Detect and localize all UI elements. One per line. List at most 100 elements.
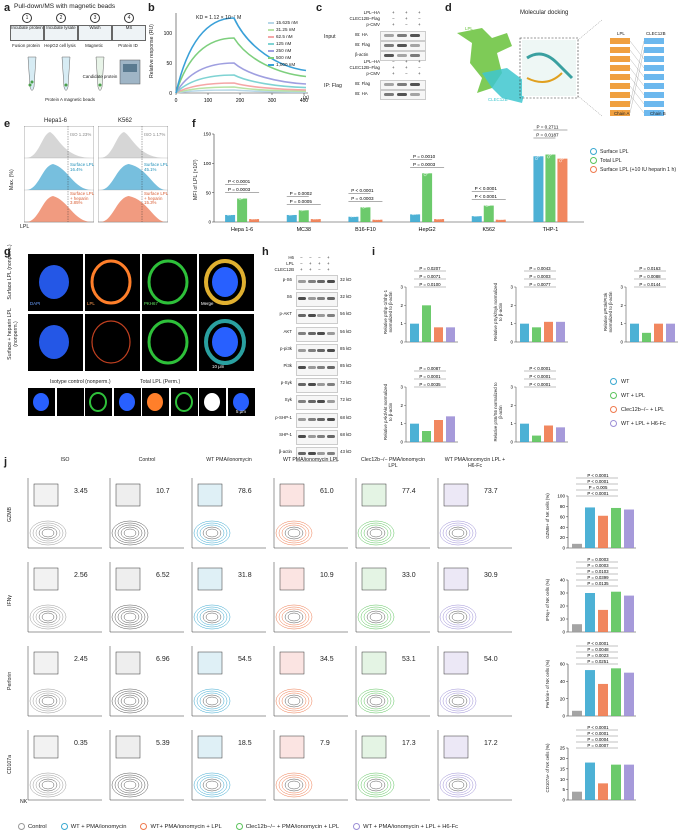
j-percent: 31.8: [238, 572, 252, 579]
h-band: [307, 452, 316, 455]
svg-text:2: 2: [511, 303, 514, 308]
h-blot-label: Pi3k: [283, 363, 292, 368]
i-bar: [630, 323, 639, 342]
i-pvalue: P = 0.0003: [529, 274, 551, 279]
cond-sign: +: [418, 71, 421, 76]
svg-text:1: 1: [511, 421, 514, 426]
contour-plot: [273, 478, 348, 549]
spr-legend: 15.625 nM 31.25 nM 62.5 nM 125 nM 250 nM 500 …: [268, 20, 298, 69]
bar-f: [310, 219, 321, 222]
h-blot-label: p-AKT: [279, 311, 292, 317]
i-legend-item: WT + LPL: [610, 392, 666, 406]
h-sign: +: [327, 255, 330, 260]
channel-label: DAPI: [30, 301, 41, 306]
cond-sign: −: [405, 22, 408, 27]
contour-plot: [273, 562, 348, 633]
pulldown-illustration: [27, 56, 141, 91]
h-band: [298, 400, 306, 404]
small-micrograph: [85, 388, 112, 416]
j-bar: [598, 609, 608, 632]
f-category-label: Hepa 1-6: [231, 227, 253, 233]
legend-marker: [610, 392, 617, 399]
bar-f: [410, 214, 421, 222]
step-number: 4: [124, 13, 134, 23]
blot-label: IB: Flag: [355, 81, 371, 86]
h-band: [326, 314, 335, 318]
legend-marker: [610, 378, 617, 385]
isotype-label: Isotype control (nonperm.): [50, 379, 111, 385]
j-bar: [572, 543, 582, 548]
lpl-structure-label: LPL: [465, 26, 473, 31]
j-percent: 54.5: [238, 656, 252, 663]
legend-label: Surface LPL (+10 IU heparin 1 h): [600, 166, 677, 173]
legend-label: WT: [621, 378, 630, 385]
micrograph: [199, 254, 254, 311]
svg-text:0: 0: [562, 714, 565, 719]
legend-label: 15.625 nM: [276, 20, 298, 25]
small-micrograph: [28, 388, 55, 416]
i-pvalue: P = 0.0001: [419, 374, 441, 379]
blot-band: [410, 43, 420, 47]
h-band: [317, 400, 325, 404]
j-bar: [585, 507, 595, 548]
h-cond-label: CLEC12B: [274, 267, 294, 272]
panel-a-title: Pull-down/MS with magnetic beads: [14, 3, 116, 10]
svg-text:1: 1: [401, 421, 404, 426]
kda-label: 72 kD: [340, 397, 352, 403]
h-blot-label: p-SHP-1: [275, 414, 292, 420]
j-bar: [624, 509, 634, 548]
total-lpl-label: Total LPL (Perm.): [140, 379, 181, 385]
h-band: [298, 331, 306, 335]
cond-sign: +: [418, 59, 421, 64]
svg-text:2: 2: [401, 403, 404, 408]
step-caption: Protein ID: [118, 43, 138, 48]
blot-band: [397, 82, 407, 86]
clec12b-structure-label: CLEC12B: [488, 97, 508, 102]
cell-line-title: Hepa1-6: [44, 118, 68, 124]
legend-label: 31.25 nM: [276, 27, 296, 32]
svg-text:3: 3: [511, 385, 514, 390]
j-bar: [572, 624, 582, 632]
cond-sign: +: [418, 10, 421, 15]
bar-f: [237, 198, 248, 222]
f-pvalue: P = 0.2711: [536, 125, 558, 130]
surface-percent: Surface LPL 16.4%: [70, 162, 95, 172]
j-percent: 78.6: [238, 488, 252, 495]
contour-plot: [27, 730, 102, 801]
h-blot-label: p-pi3k: [280, 345, 292, 351]
blot-band: [397, 43, 407, 47]
panel-c-letter: c: [316, 2, 323, 14]
svg-text:60: 60: [560, 514, 566, 519]
i-bar: [544, 321, 553, 342]
j-percent: 17.2: [484, 740, 498, 747]
spr-legend-item: 31.25 nM: [268, 27, 298, 34]
legend-swatch: [268, 42, 274, 45]
svg-text:1: 1: [401, 321, 404, 326]
contour-plot: [109, 646, 184, 717]
j-pvalue: P < 0.0001: [587, 726, 609, 730]
h-band: [317, 348, 325, 352]
j-percent: 17.3: [402, 740, 416, 747]
f-legend: Surface LPL Total LPL Surface LPL (+10 IU …: [590, 148, 685, 175]
docking-title: Molecular docking: [520, 10, 569, 16]
j-bar: [585, 593, 595, 632]
h-band: [317, 434, 325, 438]
legend-label: Total LPL: [600, 157, 622, 164]
svg-text:0: 0: [562, 798, 565, 803]
micro-row-label: Surface + heparin LPL (nonperm.): [7, 308, 19, 360]
beads-label: Protein A magnetic beads: [45, 97, 95, 102]
cond-sign: +: [405, 10, 408, 15]
cond-sign: +: [392, 22, 395, 27]
svg-text:0: 0: [621, 340, 624, 345]
i-bar-chart: 0 1 2 3 P < 0.0001 P < 0.0001 P < 0.0001: [511, 366, 568, 445]
blot-band: [397, 33, 407, 37]
chain-a-label: Chain A: [614, 111, 630, 116]
i-bar: [666, 323, 675, 342]
j-col-header: Clec12b−/− PMA/ionomycin LPL: [360, 457, 425, 469]
svg-text:2: 2: [401, 303, 404, 308]
svg-text:3: 3: [621, 285, 624, 290]
cond-sign: +: [392, 71, 395, 76]
i-bar: [544, 425, 553, 442]
